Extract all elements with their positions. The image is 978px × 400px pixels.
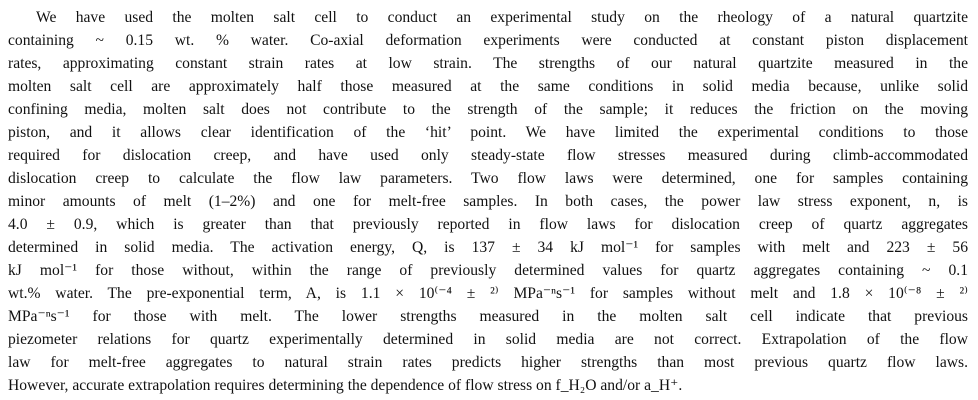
text-line: We have used the molten salt cell to con… [36, 9, 968, 26]
text-line: dislocation creep to calculate the flow … [8, 170, 968, 187]
text-line: determined in solid media. The activatio… [8, 239, 968, 256]
text-line: MPa⁻ⁿs⁻¹ for those with melt. The lower … [8, 308, 968, 325]
text-line: required for dislocation creep, and have… [8, 147, 968, 164]
text-line: wt.% water. The pre-exponential term, A,… [8, 285, 968, 302]
text-line: 4.0 ± 0.9, which is greater than that pr… [8, 216, 968, 233]
text-line: kJ mol⁻¹ for those without, within the r… [8, 262, 968, 279]
text-line: law for melt-free aggregates to natural … [8, 354, 968, 371]
text-line: piston, and it allows clear identificati… [8, 124, 968, 141]
text-line: molten salt cell are approximately half … [8, 78, 968, 95]
text-line: containing ~ 0.15 wt. % water. Co-axial … [8, 32, 968, 49]
text-line: However, accurate extrapolation requires… [8, 377, 683, 394]
text-line: confining media, molten salt does not co… [8, 101, 968, 118]
text-line: rates, approximating constant strain rat… [8, 55, 968, 72]
text-line: minor amounts of melt (1–2%) and one for… [8, 193, 968, 210]
text-line: piezometer relations for quartz experime… [8, 331, 968, 348]
